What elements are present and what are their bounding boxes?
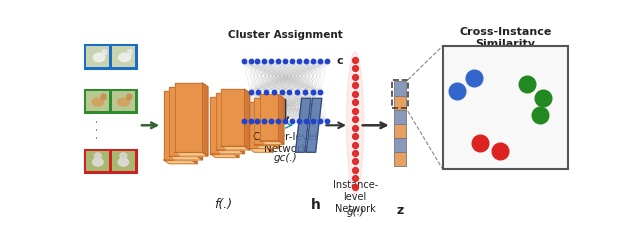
Ellipse shape bbox=[120, 153, 127, 159]
Polygon shape bbox=[260, 94, 278, 141]
Bar bbox=[394, 110, 406, 124]
Ellipse shape bbox=[347, 52, 364, 194]
Bar bbox=[394, 152, 406, 166]
Text: · · ·: · · · bbox=[92, 119, 105, 139]
Ellipse shape bbox=[93, 158, 103, 166]
Bar bbox=[112, 151, 135, 172]
Polygon shape bbox=[164, 160, 197, 164]
Polygon shape bbox=[278, 94, 284, 144]
Bar bbox=[111, 90, 136, 112]
Bar bbox=[394, 81, 406, 96]
Polygon shape bbox=[239, 93, 244, 154]
Ellipse shape bbox=[118, 158, 129, 166]
Text: g(.): g(.) bbox=[346, 206, 364, 217]
Bar bbox=[112, 91, 135, 111]
Bar bbox=[394, 96, 406, 110]
Ellipse shape bbox=[101, 94, 106, 100]
Text: h: h bbox=[310, 198, 321, 212]
Polygon shape bbox=[169, 87, 197, 156]
Text: gc(.): gc(.) bbox=[273, 153, 297, 163]
Text: Cross-Instance
Similarity: Cross-Instance Similarity bbox=[460, 27, 552, 49]
Ellipse shape bbox=[94, 153, 101, 159]
Polygon shape bbox=[221, 89, 244, 146]
Polygon shape bbox=[244, 89, 250, 150]
Text: Cluster Assignment: Cluster Assignment bbox=[228, 30, 343, 40]
Ellipse shape bbox=[93, 53, 105, 61]
Polygon shape bbox=[202, 83, 208, 156]
Polygon shape bbox=[210, 154, 239, 158]
Bar bbox=[392, 80, 408, 108]
Polygon shape bbox=[197, 87, 202, 160]
Polygon shape bbox=[234, 97, 239, 158]
Text: c: c bbox=[337, 56, 343, 66]
Polygon shape bbox=[296, 98, 311, 152]
Ellipse shape bbox=[92, 98, 104, 106]
Text: Instance-
level
Network: Instance- level Network bbox=[333, 180, 378, 213]
Ellipse shape bbox=[127, 50, 132, 55]
Bar bbox=[443, 46, 568, 169]
Bar bbox=[86, 46, 109, 67]
Polygon shape bbox=[191, 91, 197, 164]
Polygon shape bbox=[254, 144, 278, 148]
Polygon shape bbox=[216, 93, 239, 150]
Polygon shape bbox=[273, 98, 278, 148]
Bar bbox=[112, 46, 135, 67]
Polygon shape bbox=[260, 141, 284, 144]
Polygon shape bbox=[221, 146, 250, 150]
Ellipse shape bbox=[119, 53, 131, 61]
Bar bbox=[111, 45, 136, 68]
Bar bbox=[85, 90, 110, 112]
Polygon shape bbox=[249, 102, 268, 148]
Bar bbox=[394, 124, 406, 138]
Bar bbox=[85, 45, 110, 68]
Polygon shape bbox=[175, 152, 208, 156]
Polygon shape bbox=[249, 148, 273, 152]
Bar bbox=[86, 91, 109, 111]
Text: f(.): f(.) bbox=[214, 198, 232, 211]
Polygon shape bbox=[254, 98, 273, 144]
Polygon shape bbox=[169, 156, 202, 160]
Ellipse shape bbox=[118, 98, 129, 106]
Ellipse shape bbox=[127, 94, 132, 100]
Bar bbox=[86, 151, 109, 172]
Polygon shape bbox=[210, 97, 234, 154]
Ellipse shape bbox=[102, 50, 107, 55]
Bar bbox=[394, 138, 406, 152]
Polygon shape bbox=[307, 98, 322, 152]
Text: z: z bbox=[396, 204, 404, 217]
Bar bbox=[111, 150, 136, 172]
Text: Cluster-level
Network: Cluster-level Network bbox=[253, 132, 318, 154]
Polygon shape bbox=[268, 102, 273, 152]
Polygon shape bbox=[175, 83, 202, 152]
Polygon shape bbox=[216, 150, 244, 154]
Bar bbox=[85, 150, 110, 172]
Polygon shape bbox=[164, 91, 191, 160]
